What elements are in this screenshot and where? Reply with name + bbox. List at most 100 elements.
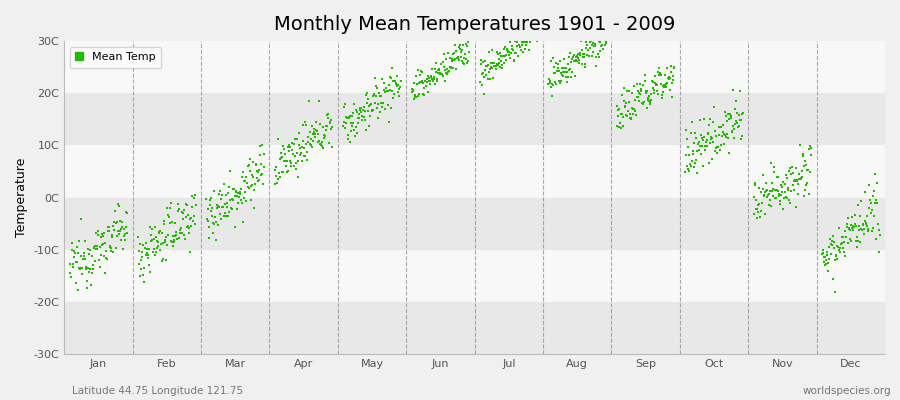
Point xyxy=(416,80,430,86)
Point xyxy=(658,82,672,88)
Point xyxy=(530,23,544,29)
Point xyxy=(572,55,586,62)
Point xyxy=(74,216,88,222)
Point xyxy=(305,138,320,144)
Point xyxy=(144,232,158,238)
Point xyxy=(695,135,709,141)
Point xyxy=(840,224,854,230)
Point xyxy=(149,249,164,255)
Point xyxy=(184,223,198,229)
Point xyxy=(484,60,499,66)
Point xyxy=(724,128,739,134)
Point xyxy=(272,170,286,177)
Point xyxy=(650,88,664,94)
Point xyxy=(235,200,249,206)
Point xyxy=(633,90,647,97)
Point xyxy=(590,33,604,40)
Point xyxy=(500,49,515,55)
Point xyxy=(527,14,542,21)
Point xyxy=(529,30,544,37)
Point xyxy=(760,187,775,193)
Point xyxy=(392,85,407,92)
Point xyxy=(580,52,594,58)
Point xyxy=(585,53,599,59)
Point xyxy=(567,52,581,58)
Point xyxy=(324,117,338,124)
Point xyxy=(208,214,222,220)
Point xyxy=(117,225,131,232)
Point xyxy=(446,65,460,72)
Point xyxy=(842,227,857,234)
Point xyxy=(634,86,648,92)
Point xyxy=(844,238,859,244)
Point xyxy=(203,195,218,201)
Point xyxy=(863,210,878,216)
Point xyxy=(860,213,874,219)
Point xyxy=(783,200,797,207)
Point xyxy=(92,256,106,263)
Point xyxy=(652,91,666,98)
Point xyxy=(459,41,473,48)
Point xyxy=(117,236,131,243)
Point xyxy=(818,257,832,263)
Point xyxy=(413,72,428,78)
Point xyxy=(112,230,126,237)
Point xyxy=(421,89,436,95)
Point xyxy=(135,249,149,255)
Point xyxy=(270,180,284,186)
Point xyxy=(86,245,101,251)
Point xyxy=(68,248,82,254)
Point xyxy=(274,155,288,161)
Point xyxy=(343,139,357,146)
Point xyxy=(338,104,352,110)
Point xyxy=(238,178,253,184)
Point xyxy=(754,188,769,195)
Point xyxy=(654,72,669,79)
Point xyxy=(717,109,732,116)
Point xyxy=(660,80,674,87)
Point xyxy=(391,82,405,88)
Point xyxy=(454,46,469,53)
Point xyxy=(734,117,749,124)
Point xyxy=(138,244,152,251)
Point xyxy=(491,60,506,66)
Point xyxy=(829,252,843,259)
Point xyxy=(141,246,156,253)
Point xyxy=(479,63,493,69)
Point xyxy=(661,74,675,81)
Point xyxy=(461,39,475,46)
Point xyxy=(704,134,718,140)
Point xyxy=(382,119,396,126)
Point xyxy=(313,142,328,148)
Point xyxy=(319,123,333,130)
Point xyxy=(212,190,227,197)
Point xyxy=(166,233,181,240)
Point xyxy=(349,130,364,136)
Point xyxy=(778,188,792,195)
Point xyxy=(776,178,790,185)
Point xyxy=(369,82,383,89)
Point xyxy=(373,109,387,116)
Point xyxy=(393,84,408,91)
Point xyxy=(163,220,177,226)
Point xyxy=(525,30,539,37)
Point xyxy=(103,244,117,250)
Point xyxy=(700,131,715,137)
Point xyxy=(256,171,270,177)
Point xyxy=(415,78,429,84)
Point xyxy=(796,193,811,199)
Point xyxy=(496,52,510,59)
Point xyxy=(111,228,125,234)
Point xyxy=(860,220,874,226)
Point xyxy=(152,229,166,236)
Point xyxy=(230,200,245,206)
Point xyxy=(778,181,792,187)
Point xyxy=(823,256,837,262)
Point xyxy=(244,182,258,189)
Point xyxy=(840,221,854,227)
Point xyxy=(85,270,99,276)
Point xyxy=(404,89,419,95)
Point xyxy=(788,178,803,184)
Point xyxy=(758,189,772,195)
Point xyxy=(145,236,159,243)
